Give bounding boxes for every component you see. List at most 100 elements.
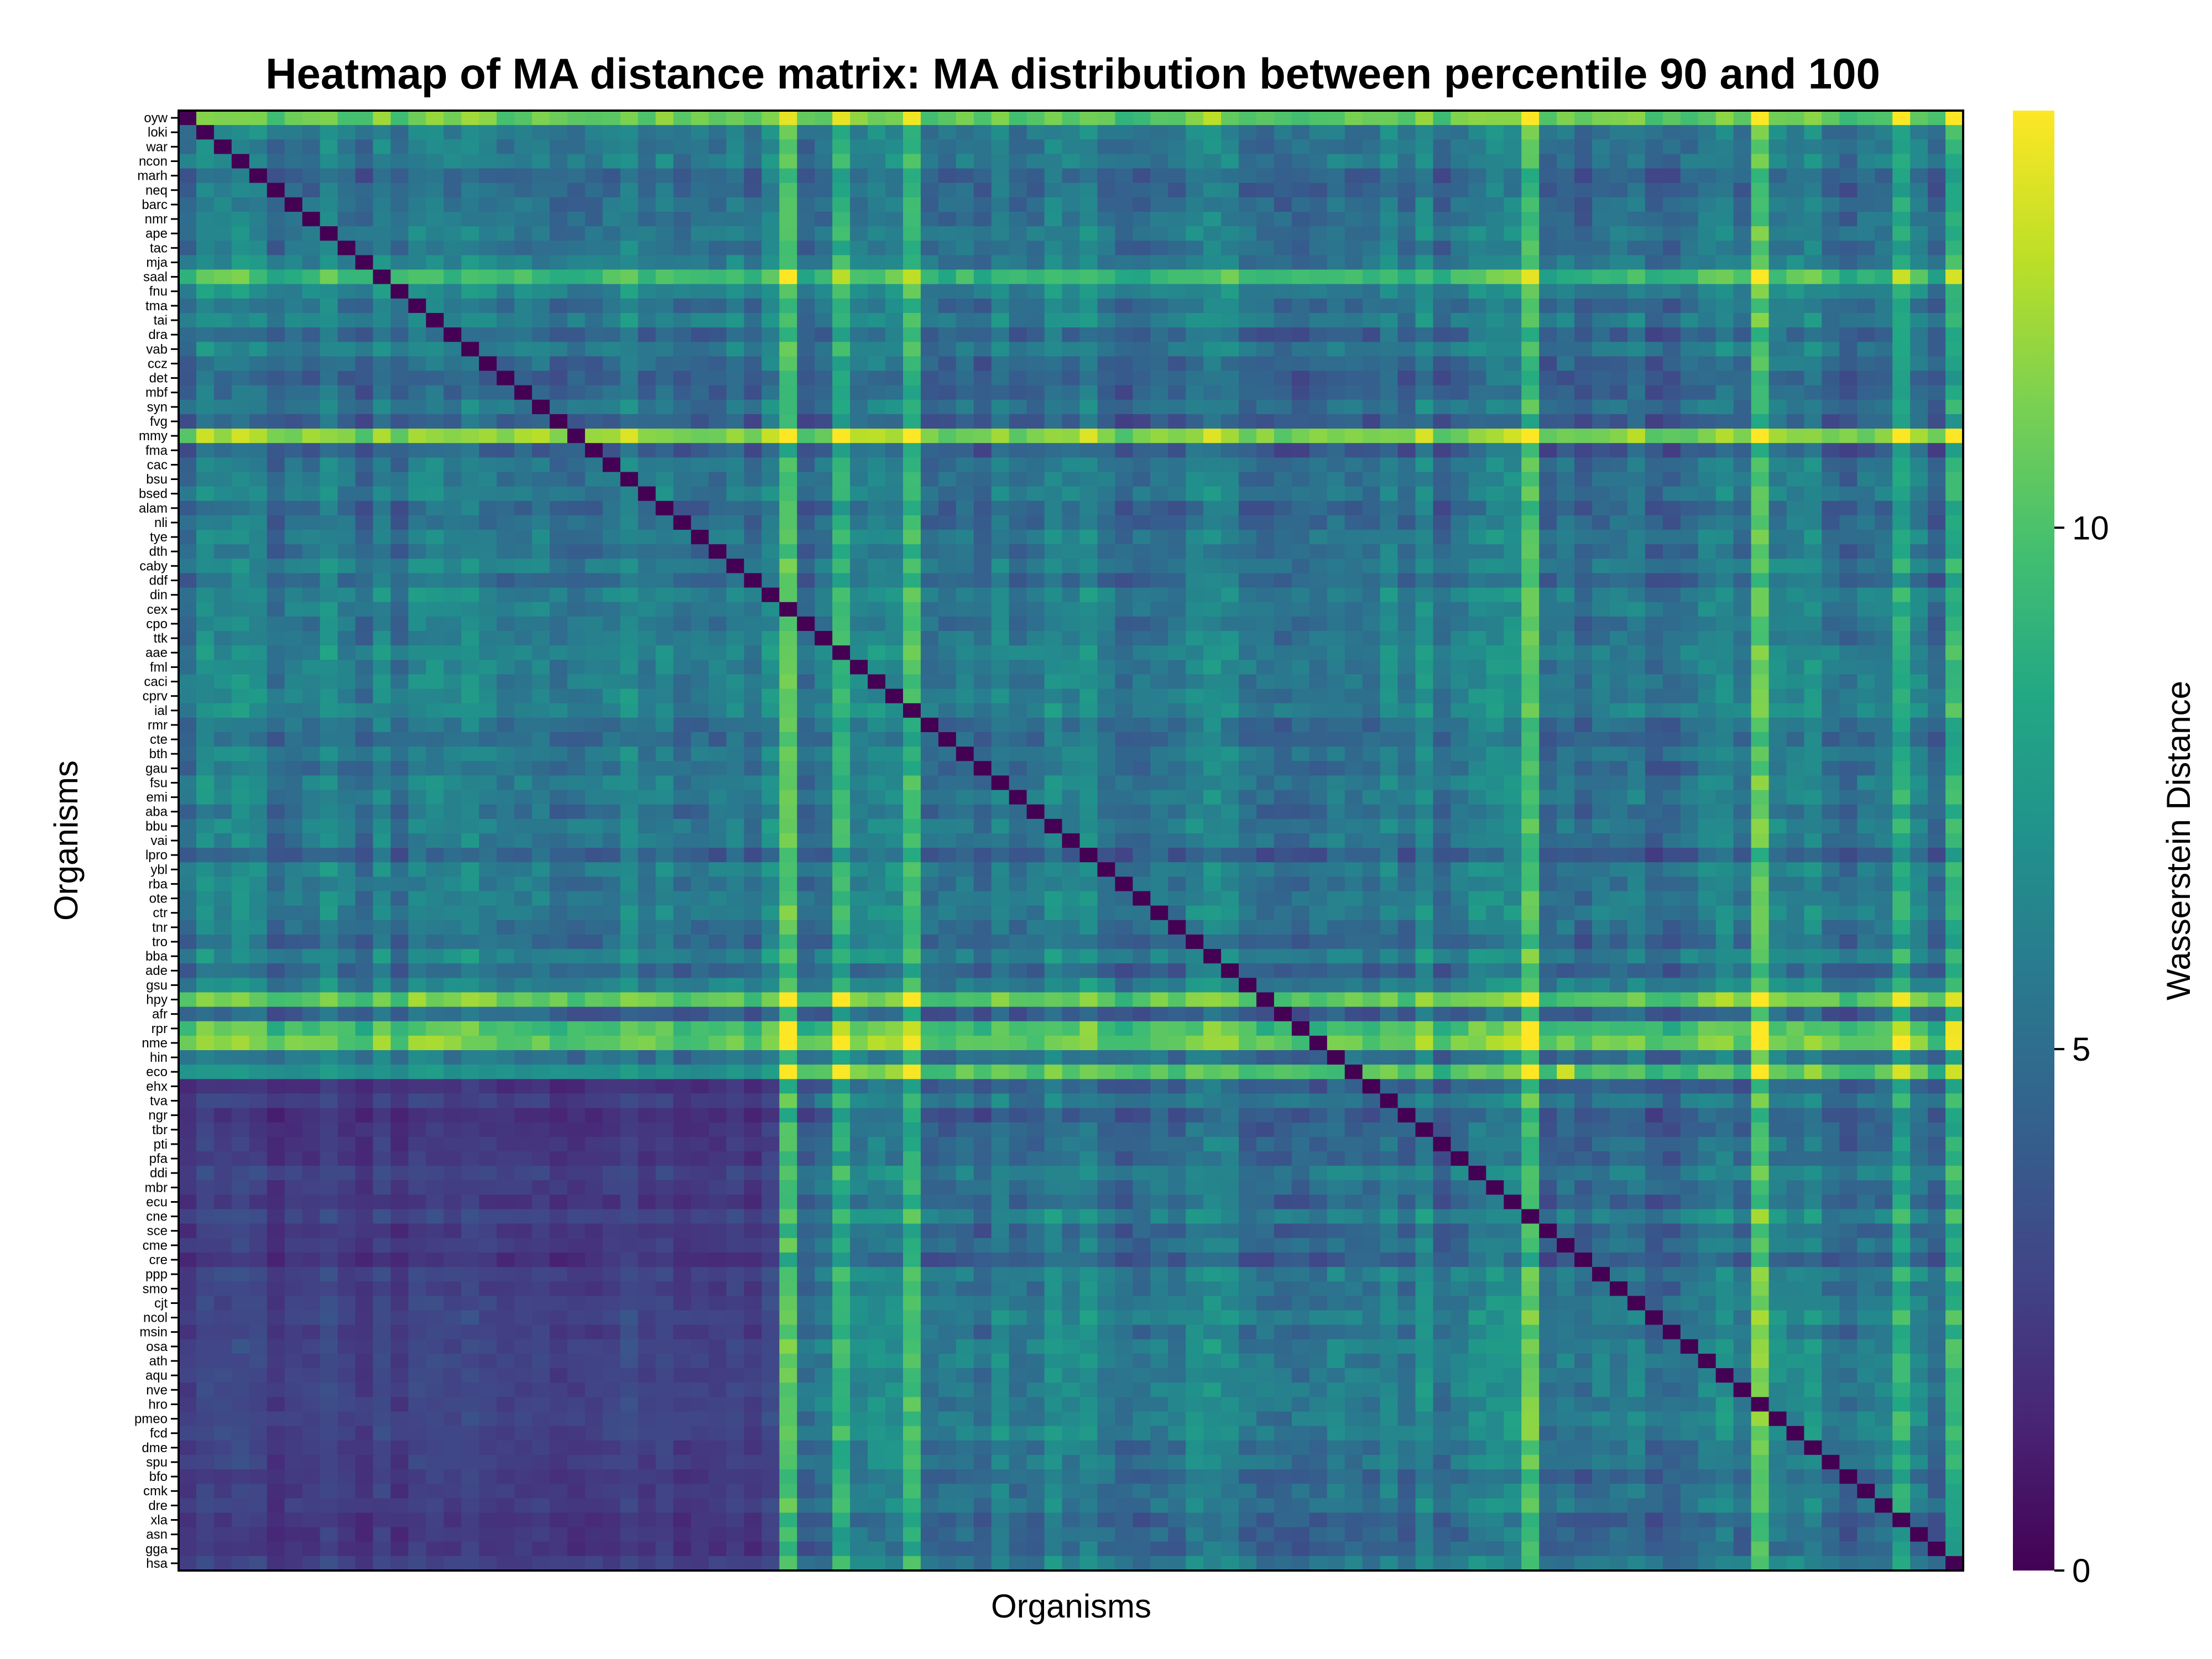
heatmap-cell <box>920 443 939 458</box>
heatmap-cell <box>1875 414 1893 429</box>
heatmap-cell <box>850 284 868 299</box>
heatmap-cell <box>868 371 886 386</box>
heatmap-cell <box>1504 429 1522 444</box>
heatmap-cell <box>320 747 338 761</box>
heatmap-cell <box>196 703 215 718</box>
heatmap-cell <box>761 500 780 516</box>
heatmap-cell <box>1892 790 1911 805</box>
heatmap-cell <box>779 500 797 516</box>
heatmap-cell <box>991 457 1010 473</box>
heatmap-cell <box>938 241 957 255</box>
heatmap-cell <box>1751 356 1770 372</box>
heatmap-cell <box>1451 168 1469 184</box>
heatmap-cell <box>1239 154 1257 169</box>
heatmap-cell <box>673 154 692 169</box>
heatmap-cell <box>532 211 550 227</box>
heatmap-cell <box>1291 298 1310 314</box>
heatmap-cell <box>1609 616 1628 632</box>
heatmap-cell <box>1468 342 1486 357</box>
heatmap-cell <box>231 197 250 212</box>
heatmap-cell <box>179 356 197 372</box>
heatmap-cell <box>850 168 868 184</box>
heatmap-cell <box>1928 385 1946 400</box>
heatmap-cell <box>284 429 303 444</box>
heatmap-cell <box>1415 790 1434 805</box>
heatmap-cell <box>1539 414 1557 429</box>
heatmap-cell <box>1115 457 1133 473</box>
heatmap-cell <box>673 602 692 617</box>
heatmap-cell <box>196 284 215 299</box>
heatmap-cell <box>850 226 868 241</box>
heatmap-cell <box>850 587 868 603</box>
heatmap-cell <box>655 630 674 646</box>
heatmap-cell <box>249 385 268 400</box>
heatmap-cell <box>373 486 392 502</box>
heatmap-cell <box>320 371 338 386</box>
heatmap-cell <box>408 717 426 733</box>
heatmap-cell <box>1468 732 1486 747</box>
heatmap-cell <box>1698 717 1717 733</box>
heatmap-cell <box>602 717 621 733</box>
heatmap-cell <box>514 168 533 184</box>
heatmap-cell <box>497 429 515 444</box>
heatmap-cell <box>744 399 762 415</box>
heatmap-cell <box>973 327 992 342</box>
heatmap-cell <box>1433 804 1452 820</box>
heatmap-cell <box>761 775 780 791</box>
heatmap-cell <box>1910 211 1928 227</box>
heatmap-cell <box>1609 255 1628 270</box>
heatmap-cell <box>797 154 815 169</box>
heatmap-cell <box>1910 226 1928 241</box>
heatmap-cell <box>956 385 974 400</box>
heatmap-cell <box>213 587 232 603</box>
heatmap-cell <box>479 182 497 198</box>
heatmap-cell <box>1680 356 1699 372</box>
heatmap-cell <box>1256 587 1275 603</box>
heatmap-cell <box>991 775 1010 791</box>
heatmap-cell <box>868 674 886 690</box>
heatmap-cell <box>196 211 215 227</box>
heatmap-cell <box>744 630 762 646</box>
heatmap-cell <box>426 211 444 227</box>
heatmap-cell <box>1097 761 1115 776</box>
heatmap-cell <box>885 197 904 212</box>
heatmap-cell <box>1239 587 1257 603</box>
heatmap-cell <box>585 327 603 342</box>
heatmap-cell <box>1327 559 1345 574</box>
heatmap-cell <box>390 804 409 820</box>
heatmap-cell <box>1327 486 1345 502</box>
heatmap-cell <box>1609 356 1628 372</box>
heatmap-cell <box>1539 182 1557 198</box>
heatmap-cell <box>1415 472 1434 487</box>
heatmap-cell <box>902 125 921 140</box>
heatmap-cell <box>1504 515 1522 530</box>
heatmap-cell <box>620 327 639 342</box>
heatmap-cell <box>390 371 409 386</box>
heatmap-cell <box>691 312 709 328</box>
heatmap-cell <box>1574 241 1593 255</box>
heatmap-cell <box>815 602 833 617</box>
heatmap-cell <box>938 457 957 473</box>
heatmap-cell <box>179 371 197 386</box>
heatmap-cell <box>1839 226 1858 241</box>
heatmap-cell <box>1026 688 1045 704</box>
heatmap-cell <box>1309 747 1328 761</box>
heatmap-cell <box>179 544 197 559</box>
heatmap-cell <box>1150 717 1168 733</box>
heatmap-cell <box>1486 168 1504 184</box>
heatmap-cell <box>1521 472 1540 487</box>
heatmap-cell <box>585 530 603 545</box>
heatmap-cell <box>196 111 215 126</box>
heatmap-cell <box>868 630 886 646</box>
heatmap-cell <box>1680 312 1699 328</box>
heatmap-cell <box>1627 139 1646 155</box>
heatmap-cell <box>638 804 656 820</box>
heatmap-cell <box>1150 443 1168 458</box>
heatmap-cell <box>479 674 497 690</box>
heatmap-cell <box>1521 385 1540 400</box>
heatmap-cell <box>1751 269 1770 285</box>
heatmap-cell <box>213 818 232 834</box>
heatmap-cell <box>673 790 692 805</box>
heatmap-cell <box>1344 443 1363 458</box>
heatmap-cell <box>390 775 409 791</box>
